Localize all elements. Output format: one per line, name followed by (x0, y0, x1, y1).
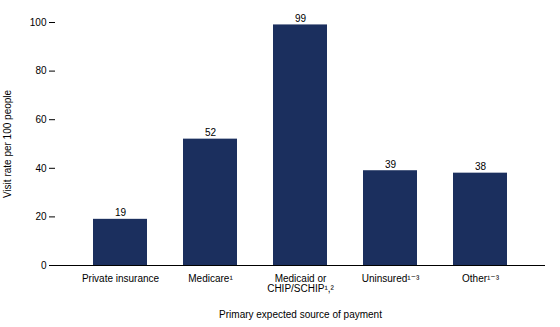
svg-text:38: 38 (475, 161, 487, 172)
svg-text:Medicare¹: Medicare¹ (188, 273, 233, 284)
svg-text:0: 0 (41, 260, 47, 271)
svg-text:20: 20 (35, 211, 47, 222)
svg-text:Uninsured¹⁻³: Uninsured¹⁻³ (362, 273, 420, 284)
svg-text:100: 100 (30, 17, 47, 28)
svg-text:80: 80 (35, 65, 47, 76)
svg-text:52: 52 (205, 127, 217, 138)
svg-text:60: 60 (35, 114, 47, 125)
svg-text:Primary expected source of pay: Primary expected source of payment (219, 309, 382, 320)
svg-text:40: 40 (35, 163, 47, 174)
svg-text:Private insurance: Private insurance (82, 273, 160, 284)
svg-text:99: 99 (295, 13, 307, 24)
svg-text:Visit rate per 100 people: Visit rate per 100 people (2, 89, 13, 198)
svg-text:19: 19 (115, 207, 127, 218)
svg-text:39: 39 (385, 159, 397, 170)
svg-text:Other¹⁻³: Other¹⁻³ (462, 273, 500, 284)
svg-text:Medicaid orCHIP/SCHIP¹,²: Medicaid orCHIP/SCHIP¹,² (267, 273, 334, 294)
